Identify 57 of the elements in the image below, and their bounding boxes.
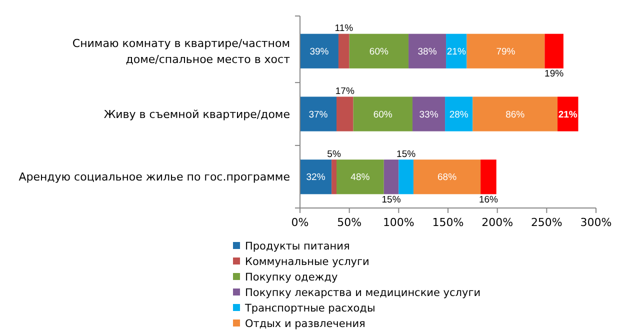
bar (398, 160, 414, 194)
bar (544, 34, 564, 68)
bar (480, 160, 496, 194)
legend-label: Покупку одежду (245, 272, 338, 284)
bar (472, 96, 558, 132)
bar (413, 160, 481, 194)
y-tick-label: Арендую социальное жилье по гос.программе (18, 170, 290, 184)
data-label: 68% (438, 172, 458, 184)
data-label: 38% (418, 46, 438, 58)
bar (412, 96, 446, 132)
legend-label: Отдых и развлечения (245, 318, 366, 330)
data-label: 21% (446, 46, 466, 58)
data-label: 39% (310, 46, 330, 58)
data-label: 15% (396, 148, 416, 160)
bar (349, 34, 409, 68)
legend-label: Продукты питания (245, 240, 350, 253)
x-tick-label: 200% (482, 216, 514, 229)
bar (336, 160, 384, 194)
data-label: 86% (506, 109, 526, 120)
bar (446, 34, 467, 68)
x-tick-label: 100% (382, 216, 414, 229)
y-tick-label: Живу в съемной квартире/доме (104, 108, 290, 121)
y-tick-label: Снимаю комнату в квартире/частном доме/спальное место в хост (72, 36, 291, 66)
bar (300, 160, 332, 194)
x-tick-label: 150% (432, 216, 464, 229)
data-label: 11% (334, 23, 354, 34)
data-label: 5% (327, 148, 342, 160)
bar (466, 34, 545, 68)
x-tick-label: 300% (580, 216, 612, 229)
x-tick-label: 50% (337, 216, 362, 229)
legend-label: Покупку лекарства и медицинские услуги (245, 287, 481, 300)
legend-label: Транспортные расходы (244, 302, 376, 315)
bar (408, 34, 446, 68)
data-label: 33% (419, 109, 439, 120)
bar (300, 96, 337, 132)
legend-label: Коммунальные услуги (245, 256, 370, 268)
bar (445, 96, 473, 132)
data-label: 60% (373, 109, 393, 120)
bar (384, 160, 399, 194)
data-label: 37% (308, 109, 328, 120)
x-tick-label: 250% (530, 216, 562, 229)
data-label: 48% (350, 172, 370, 184)
data-label: 19% (544, 68, 564, 80)
data-label: 32% (306, 172, 326, 184)
data-label: 16% (478, 194, 499, 206)
bar (336, 96, 354, 132)
data-label: 17% (335, 86, 355, 98)
x-tick-label: 0% (291, 216, 309, 229)
bar (353, 96, 412, 132)
bar (338, 34, 350, 68)
bar (300, 34, 338, 68)
data-label: 28% (449, 109, 469, 120)
data-label: 15% (382, 194, 402, 206)
data-label: 21% (558, 109, 578, 120)
bar (332, 160, 337, 194)
data-label: 60% (369, 46, 389, 58)
data-label: 79% (496, 46, 516, 58)
